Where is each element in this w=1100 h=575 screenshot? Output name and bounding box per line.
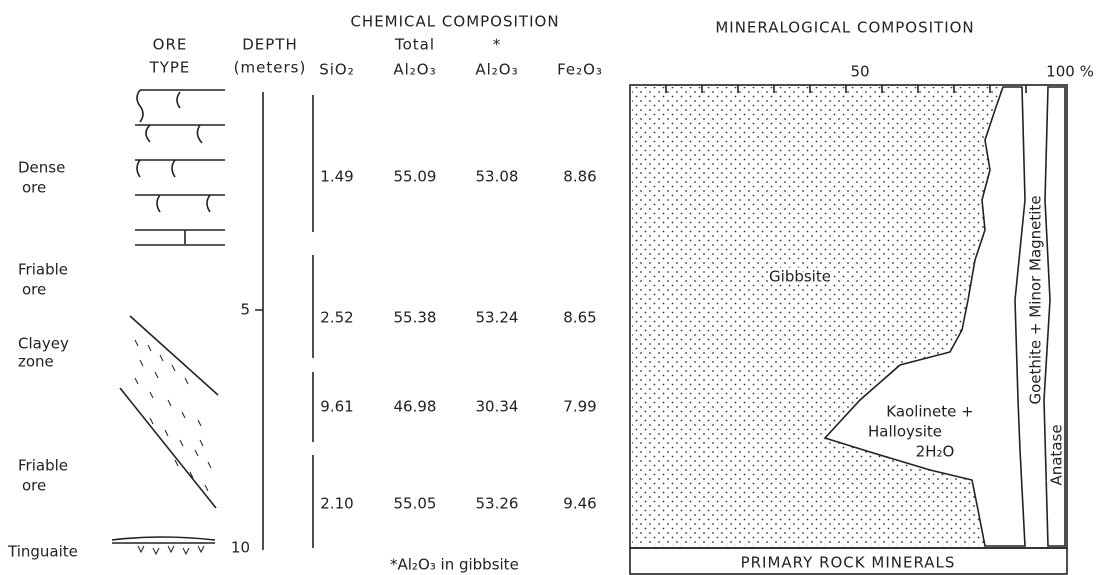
ore-label: Clayey [18, 335, 69, 353]
goethite-label: Goethite + Minor Magnetite [1027, 195, 1045, 404]
column-header: SiO₂ [319, 61, 355, 79]
kaolinite-label: Kaolinete + [886, 403, 973, 421]
depth-column: DEPTH (meters) 5 10 [231, 36, 314, 557]
ore-label: Dense [18, 159, 65, 177]
ore-label: Tinguaite [7, 543, 78, 561]
cell: 55.09 [394, 168, 437, 186]
kaolinite-goethite-area [823, 86, 1026, 547]
anatase-label: Anatase [1048, 424, 1066, 485]
primary-label: PRIMARY ROCK MINERALS [741, 554, 956, 572]
cell: 7.99 [563, 398, 596, 416]
primary-box [629, 547, 1068, 575]
ore-label: ore [22, 281, 46, 299]
cell: 2.10 [320, 495, 353, 513]
cell: 53.26 [476, 495, 519, 513]
depth-tick: 5 [240, 301, 250, 319]
cell: 53.24 [476, 309, 519, 327]
cell: 46.98 [394, 398, 437, 416]
cell: 53.08 [476, 168, 519, 186]
header: (meters) [234, 59, 307, 77]
depth-tick: 10 [231, 539, 250, 557]
column-header: Total [394, 36, 435, 54]
ore-column: ORE TYPE Dense ore Friable ore Clayey zo… [7, 36, 191, 561]
kaolinite-label: Halloysite [868, 423, 942, 441]
cell: 55.05 [394, 495, 437, 513]
cell: 1.49 [320, 168, 353, 186]
header: TYPE [149, 59, 191, 77]
footnote: *Al₂O₃ in gibbsite [390, 556, 519, 574]
ore-label: ore [22, 179, 46, 197]
column-header: Fe₂O₃ [557, 61, 603, 79]
cell: 8.65 [563, 309, 596, 327]
column-header: Al₂O₃ [475, 61, 518, 79]
cell: 9.46 [563, 495, 596, 513]
depth-axis [255, 92, 264, 550]
ore-label: zone [18, 353, 54, 371]
cell: 2.52 [320, 309, 353, 327]
ore-label: Friable [18, 457, 68, 475]
header: DEPTH [242, 36, 298, 54]
column-header: Al₂O₃ [393, 61, 436, 79]
scale-label: 100 % [1046, 63, 1094, 81]
gibbsite-label: Gibbsite [769, 268, 831, 286]
ore-label: Friable [18, 261, 68, 279]
scale-ticks [665, 85, 1027, 93]
clay-symbol [111, 315, 219, 556]
cell: 8.86 [563, 168, 596, 186]
brick-symbol [135, 89, 225, 246]
chemical-table: CHEMICAL COMPOSITION *Al₂O₃ in gibbsite … [319, 13, 603, 574]
cell: 9.61 [320, 398, 353, 416]
gibbsite-area [632, 87, 1003, 546]
mineral-chart: MINERALOGICAL COMPOSITION 50 100 % Gibbs… [629, 19, 1094, 575]
cell: 30.34 [476, 398, 519, 416]
mineral-title: MINERALOGICAL COMPOSITION [715, 19, 974, 37]
anatase-area [1043, 86, 1066, 547]
header: ORE [153, 36, 188, 54]
column-header: * [493, 36, 502, 54]
cell: 55.38 [394, 309, 437, 327]
scale-label: 50 [850, 63, 869, 81]
ore-label: ore [22, 477, 46, 495]
kaolinite-label: 2H₂O [916, 443, 955, 461]
chemical-title: CHEMICAL COMPOSITION [350, 13, 559, 31]
